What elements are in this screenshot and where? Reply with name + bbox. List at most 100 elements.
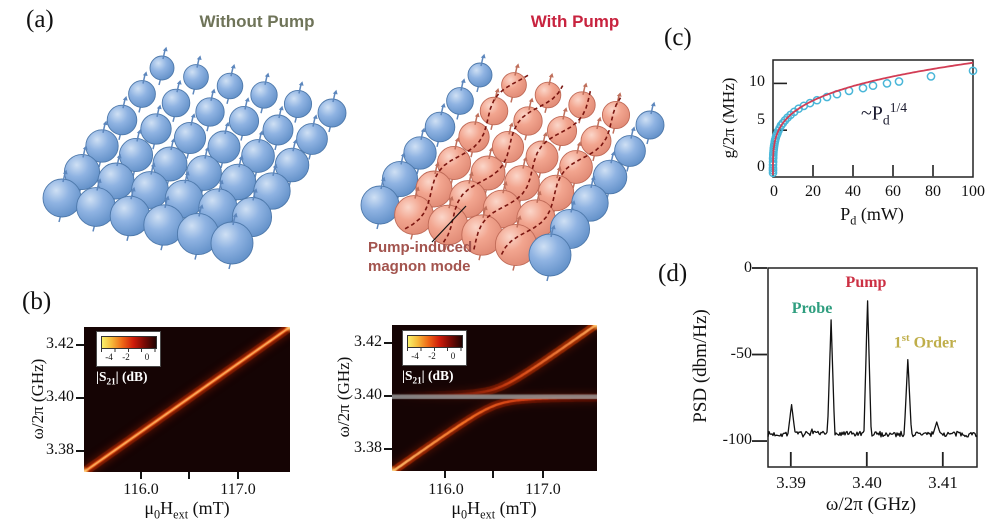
c-data-point <box>894 77 904 86</box>
blue-sphere <box>210 221 254 265</box>
salmon-sphere <box>601 100 631 130</box>
spin-arrowhead <box>332 89 338 95</box>
spin-arrow <box>514 66 518 76</box>
c-data-point <box>968 66 978 76</box>
spin-arrowhead <box>576 141 582 146</box>
spin-arrow <box>454 140 458 150</box>
spin-arrowhead <box>400 152 406 157</box>
b-right-ytick-342: 3.42 <box>354 333 382 350</box>
blue-sphere <box>140 113 172 145</box>
spin-arrow <box>474 115 478 125</box>
salmon-sphere <box>501 72 527 98</box>
spin-arrow <box>218 182 222 192</box>
spin-arrowhead <box>130 187 136 192</box>
spin-lattice-illustration <box>42 46 665 282</box>
with-pump-title: With Pump <box>530 12 620 31</box>
spin-arrow <box>536 193 540 203</box>
spin-arrow <box>448 199 452 209</box>
spin-arrowhead <box>62 169 68 175</box>
spin-arrow <box>616 95 620 105</box>
spin-arrowhead <box>230 64 236 69</box>
spin-arrow <box>508 125 512 135</box>
b-left-colorbar-tick-m2: -2 <box>122 352 130 362</box>
spin-arrow <box>142 74 146 84</box>
spin-arrowhead <box>82 145 88 150</box>
blue-sphere <box>283 89 313 119</box>
b-right-ytickmark-2 <box>384 395 392 397</box>
spin-arrow <box>224 124 228 135</box>
spin-arrowhead <box>536 190 542 196</box>
spin-arrow <box>244 100 248 110</box>
c-xlabel: Pd (mW) <box>840 204 904 228</box>
c-powerlaw-annotation: ~Pd1/4 <box>860 100 908 128</box>
b-left-ytick-340: 3.40 <box>46 388 74 405</box>
spin-arrowhead <box>116 153 122 159</box>
blue-sphere <box>149 55 175 81</box>
spin-arrow <box>116 156 120 167</box>
b-right-ytickmark-3 <box>384 448 392 450</box>
spin-arrowhead <box>232 212 238 218</box>
salmon-sphere <box>458 121 490 153</box>
spin-arrow <box>162 49 166 60</box>
b-right-colorbar-tickmarks <box>407 347 462 351</box>
spin-arrow <box>150 165 154 175</box>
spin-arrowhead <box>292 139 298 144</box>
spin-arrow <box>332 92 336 103</box>
spin-arrow <box>278 108 282 119</box>
spin-arrow <box>298 84 302 94</box>
spin-arrowhead <box>562 107 568 112</box>
spin-arrowhead <box>548 73 554 78</box>
spin-arrow <box>252 191 256 201</box>
spin-arrow <box>548 76 552 86</box>
spin-arrowhead <box>380 176 386 182</box>
panel-a-label: (a) <box>26 6 54 33</box>
spin-arrow <box>550 227 554 238</box>
spin-arrowhead <box>298 81 304 86</box>
spin-arrowhead <box>196 55 202 60</box>
b-left-xtick-116: 116.0 <box>123 481 159 498</box>
spin-arrowhead <box>210 88 216 94</box>
b-left-xlabel: μ0Hext (mT) <box>144 498 230 522</box>
spin-arrow <box>258 133 262 143</box>
c-xtick-20: 20 <box>805 183 821 200</box>
spin-arrowhead <box>258 130 264 135</box>
spin-arrow <box>170 140 174 151</box>
spin-arrowhead <box>184 171 190 176</box>
blue-sphere <box>195 97 225 127</box>
magnon-mode-dashed-wave <box>500 97 622 255</box>
c-ytick-0: 0 <box>757 158 765 175</box>
blue-sphere <box>216 72 244 100</box>
blue-sphere <box>128 80 156 108</box>
d-xtick-341: 3.41 <box>928 473 958 492</box>
spin-arrow <box>488 149 492 160</box>
spin-arrow <box>440 106 444 116</box>
spin-arrowhead <box>610 151 616 156</box>
panel-c-label: (c) <box>664 24 692 51</box>
b-right-xtickmark-3 <box>542 471 544 478</box>
b-right-colorbar: -4 -2 0 <box>402 330 467 366</box>
spin-arrowhead <box>312 114 318 119</box>
spin-arrow <box>516 218 520 228</box>
spin-arrow <box>176 83 180 93</box>
blue-sphere <box>173 121 207 155</box>
spin-arrowhead <box>482 205 488 211</box>
spin-arrow <box>420 130 424 140</box>
spin-arrow <box>122 99 126 109</box>
spin-arrow <box>494 91 498 101</box>
blue-sphere <box>446 87 474 115</box>
spin-arrowhead <box>198 204 204 209</box>
spin-arrowhead <box>190 113 196 118</box>
c-power-law-fit-line <box>772 61 974 175</box>
c-ytick-10: 10 <box>749 73 765 90</box>
blue-sphere <box>424 111 456 143</box>
c-data-point <box>868 81 878 91</box>
b-right-ytick-338: 3.38 <box>354 439 382 456</box>
spin-arrowhead <box>96 178 102 183</box>
spin-arrowhead <box>570 200 576 205</box>
spin-arrowhead <box>590 175 596 181</box>
spin-arrowhead <box>244 97 250 102</box>
blue-sphere <box>109 195 151 237</box>
b-right-xtick-116: 116.0 <box>428 481 464 498</box>
blue-sphere <box>161 88 191 118</box>
spin-arrowhead <box>142 71 148 76</box>
